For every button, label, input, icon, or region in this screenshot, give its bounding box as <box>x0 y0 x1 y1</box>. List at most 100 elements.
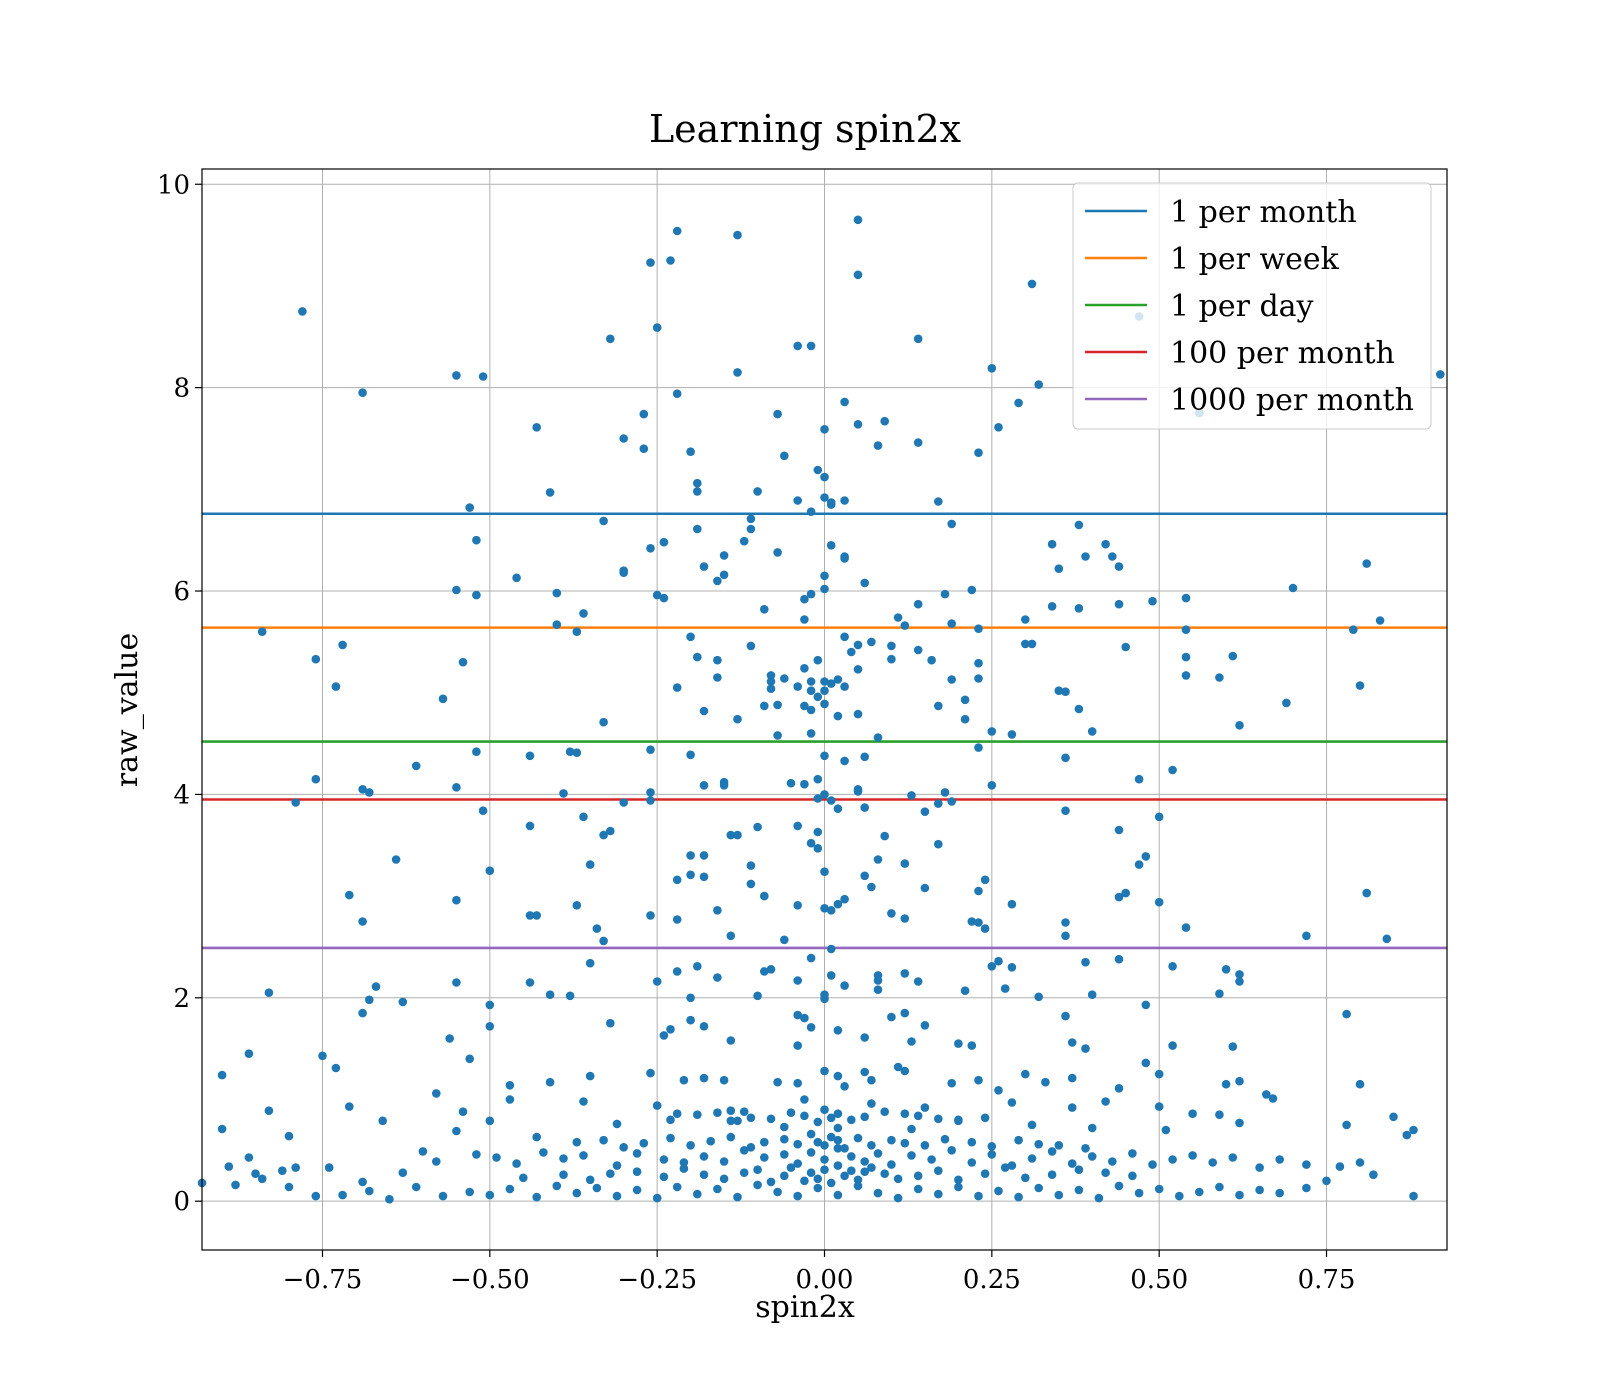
scatter-point <box>813 774 823 784</box>
scatter-point <box>485 1190 495 1200</box>
scatter-point <box>719 1075 729 1085</box>
scatter-point <box>318 1051 327 1061</box>
scatter-point <box>298 307 307 316</box>
scatter-point <box>860 1067 869 1077</box>
scatter-point <box>853 270 863 280</box>
scatter-point <box>853 420 863 429</box>
legend-box <box>1072 182 1432 430</box>
scatter-point <box>826 679 836 688</box>
scatter-point <box>847 1115 856 1125</box>
scatter-point <box>324 1163 334 1172</box>
scatter-point <box>880 1169 889 1178</box>
scatter-point <box>994 423 1003 432</box>
scatter-point <box>699 562 709 571</box>
scatter-point <box>786 1163 796 1172</box>
scatter-point <box>840 981 849 990</box>
scatter-point <box>900 1008 910 1018</box>
scatter-point <box>572 1188 582 1198</box>
scatter-point <box>1074 704 1084 714</box>
scatter-point <box>545 990 555 999</box>
scatter-point <box>1134 774 1144 784</box>
scatter-point <box>813 655 823 665</box>
scatter-point <box>672 389 682 399</box>
scatter-point <box>860 1167 869 1176</box>
scatter-point <box>840 1082 849 1091</box>
scatter-point <box>452 585 461 595</box>
scatter-point <box>672 226 682 236</box>
legend-label: 1 per day <box>1170 289 1314 324</box>
scatter-point <box>1275 1188 1284 1198</box>
scatter-point <box>840 894 849 904</box>
scatter-point <box>793 1041 802 1050</box>
scatter-point <box>1087 990 1097 999</box>
scatter-point <box>913 977 923 986</box>
scatter-point <box>592 1183 602 1193</box>
scatter-point <box>686 1015 695 1025</box>
scatter-point <box>820 493 829 502</box>
scatter-point <box>659 593 669 603</box>
scatter-point <box>893 1174 903 1184</box>
scatter-point <box>733 1116 742 1126</box>
scatter-point <box>264 988 274 997</box>
scatter-point <box>525 821 535 831</box>
scatter-point <box>1047 1147 1057 1156</box>
scatter-point <box>800 701 809 711</box>
scatter-point <box>559 1154 568 1163</box>
scatter-point <box>719 1157 729 1166</box>
scatter-point <box>994 1086 1003 1095</box>
scatter-point <box>619 798 628 807</box>
scatter-point <box>1154 812 1164 822</box>
scatter-point <box>572 627 582 636</box>
scatter-point <box>800 1013 809 1023</box>
scatter-point <box>913 438 923 447</box>
scatter-point <box>826 1113 836 1123</box>
scatter-point <box>873 733 883 742</box>
scatter-point <box>1054 1141 1064 1150</box>
scatter-point <box>224 1162 234 1171</box>
scatter-point <box>365 995 374 1005</box>
scatter-point <box>659 1155 669 1164</box>
scatter-point <box>773 731 782 740</box>
scatter-point <box>726 1036 736 1045</box>
x-axis-label: spin2x <box>755 1290 855 1325</box>
scatter-point <box>887 1160 896 1169</box>
scatter-point <box>760 701 769 711</box>
scatter-point <box>632 1185 642 1195</box>
scatter-point <box>713 1184 722 1194</box>
scatter-point <box>659 1031 669 1040</box>
scatter-point <box>1114 825 1124 835</box>
scatter-point <box>1228 1042 1238 1051</box>
scatter-point <box>726 830 736 840</box>
scatter-point <box>920 883 930 893</box>
scatter-point <box>786 778 796 788</box>
scatter-point <box>1181 652 1191 662</box>
scatter-point <box>813 1174 823 1184</box>
chart-title: Learning spin2x <box>649 107 961 151</box>
scatter-point <box>1175 1191 1184 1201</box>
scatter-point <box>800 615 809 624</box>
scatter-point <box>746 524 756 534</box>
scatter-point <box>606 1018 615 1028</box>
scatter-point <box>753 1180 762 1190</box>
scatter-point <box>525 751 535 761</box>
scatter-point <box>652 590 662 600</box>
scatter-point <box>1215 673 1224 682</box>
scatter-point <box>820 867 829 876</box>
scatter-point <box>579 609 588 618</box>
scatter-point <box>1087 727 1097 736</box>
scatter-point <box>311 1191 321 1201</box>
scatter-point <box>833 1190 843 1200</box>
legend: 1 per month 1 per week 1 per day 100 per mo… <box>1072 182 1432 430</box>
scatter-point <box>980 875 990 885</box>
scatter-point <box>1168 1041 1177 1050</box>
scatter-point <box>1181 923 1191 932</box>
scatter-point <box>719 781 729 790</box>
scatter-point <box>800 1095 809 1104</box>
scatter-point <box>1067 1159 1077 1168</box>
scatter-point <box>806 729 816 738</box>
scatter-point <box>853 1181 863 1191</box>
scatter-point <box>900 1066 910 1076</box>
scatter-point <box>987 1142 997 1151</box>
scatter-point <box>1362 559 1371 568</box>
